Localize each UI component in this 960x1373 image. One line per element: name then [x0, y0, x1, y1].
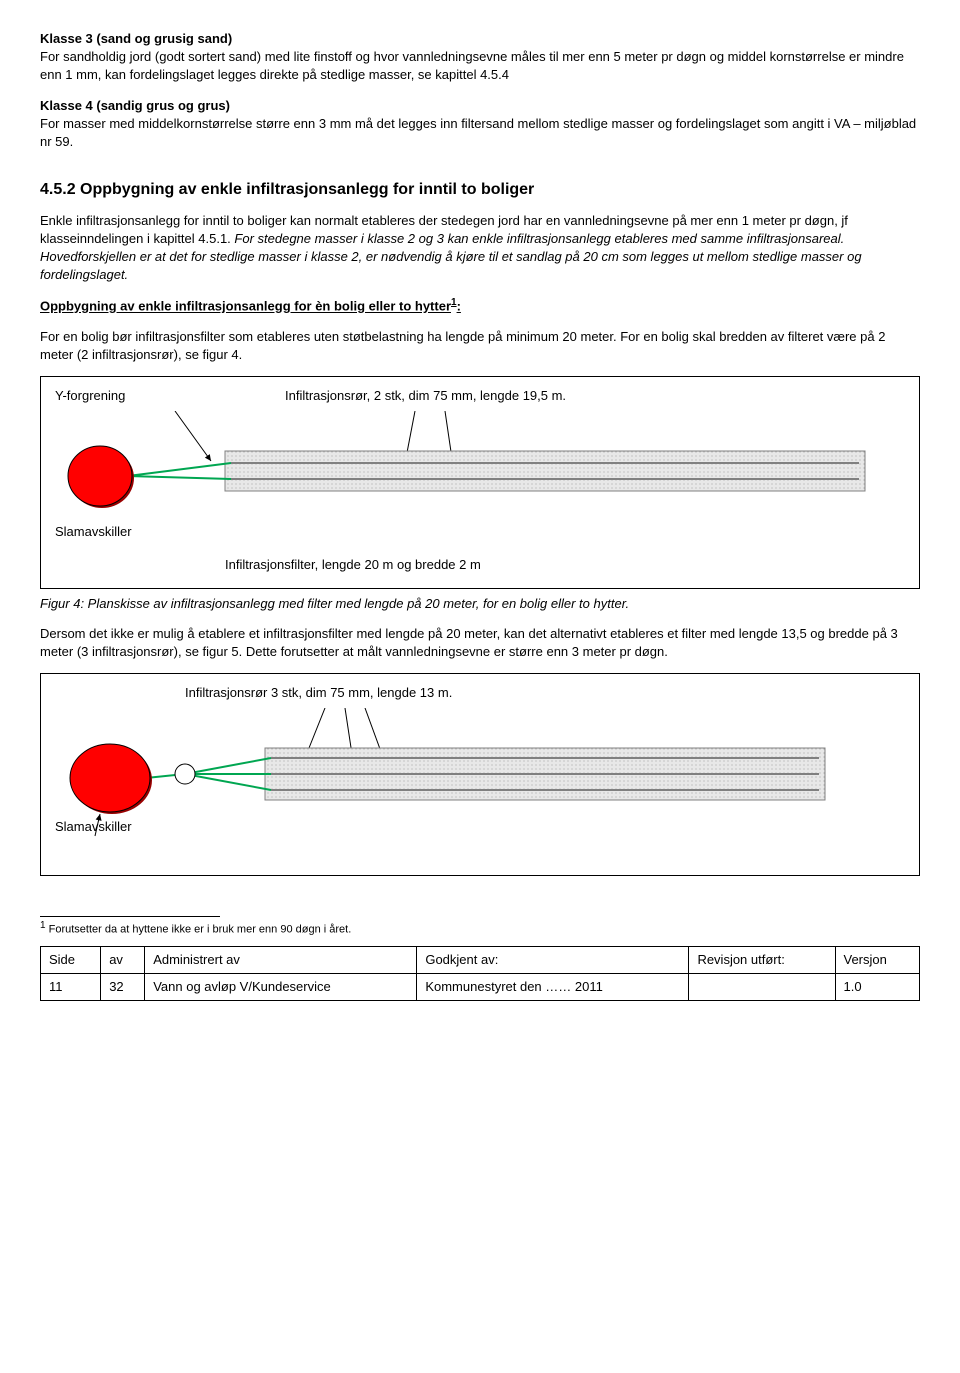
footer-v5: 1.0 [835, 973, 920, 1000]
figure-4-top-labels: Y-forgrening Infiltrasjonsrør, 2 stk, di… [55, 387, 905, 405]
footer-v4 [689, 973, 835, 1000]
section-452-p2: For en bolig bør infiltrasjonsfilter som… [40, 328, 920, 364]
figure-4: Y-forgrening Infiltrasjonsrør, 2 stk, di… [40, 376, 920, 589]
footer-h2: Administrert av [145, 946, 417, 973]
footer-value-row: 11 32 Vann og avløp V/Kundeservice Kommu… [41, 973, 920, 1000]
footnote: 1 Forutsetter da at hyttene ikke er i br… [40, 919, 920, 938]
footer-h4: Revisjon utført: [689, 946, 835, 973]
section-452-p1: Enkle infiltrasjonsanlegg for inntil to … [40, 212, 920, 285]
footnote-rule [40, 916, 220, 917]
figure-4-caption: Figur 4: Planskisse av infiltrasjonsanle… [40, 595, 920, 613]
section-452-heading: 4.5.2 Oppbygning av enkle infiltrasjonsa… [40, 179, 920, 201]
footer-h3: Godkjent av: [417, 946, 689, 973]
section-452-subheading: Oppbygning av enkle infiltrasjonsanlegg … [40, 296, 920, 316]
fig4-y-label: Y-forgrening [55, 387, 285, 405]
footer-v1: 32 [101, 973, 145, 1000]
fig5-slam-label: Slamavskiller [55, 818, 905, 836]
klasse3-block: Klasse 3 (sand og grusig sand) For sandh… [40, 30, 920, 85]
footer-table: Side av Administrert av Godkjent av: Rev… [40, 946, 920, 1001]
footer-v3: Kommunestyret den …… 2011 [417, 973, 689, 1000]
figure-4-diagram [55, 411, 885, 521]
fig4-ror-label: Infiltrasjonsrør, 2 stk, dim 75 mm, leng… [285, 387, 566, 405]
figure-5: Infiltrasjonsrør 3 stk, dim 75 mm, lengd… [40, 673, 920, 875]
klasse3-body: For sandholdig jord (godt sortert sand) … [40, 49, 904, 82]
footer-v2: Vann og avløp V/Kundeservice [145, 973, 417, 1000]
footer-h0: Side [41, 946, 101, 973]
footer-v0: 11 [41, 973, 101, 1000]
subheading-text: Oppbygning av enkle infiltrasjonsanlegg … [40, 299, 451, 314]
footer-header-row: Side av Administrert av Godkjent av: Rev… [41, 946, 920, 973]
fig4-slam-label: Slamavskiller [55, 523, 905, 541]
footnote-text: Forutsetter da at hyttene ikke er i bruk… [46, 923, 352, 935]
fig4-filter-label: Infiltrasjonsfilter, lengde 20 m og bred… [225, 556, 905, 574]
between-paragraph: Dersom det ikke er mulig å etablere et i… [40, 625, 920, 661]
klasse3-title: Klasse 3 (sand og grusig sand) [40, 31, 232, 46]
fig5-ror-label: Infiltrasjonsrør 3 stk, dim 75 mm, lengd… [185, 684, 905, 702]
klasse4-body: For masser med middelkornstørrelse størr… [40, 116, 916, 149]
klasse4-block: Klasse 4 (sandig grus og grus) For masse… [40, 97, 920, 152]
klasse4-title: Klasse 4 (sandig grus og grus) [40, 98, 230, 113]
footer-h1: av [101, 946, 145, 973]
footer-h5: Versjon [835, 946, 920, 973]
